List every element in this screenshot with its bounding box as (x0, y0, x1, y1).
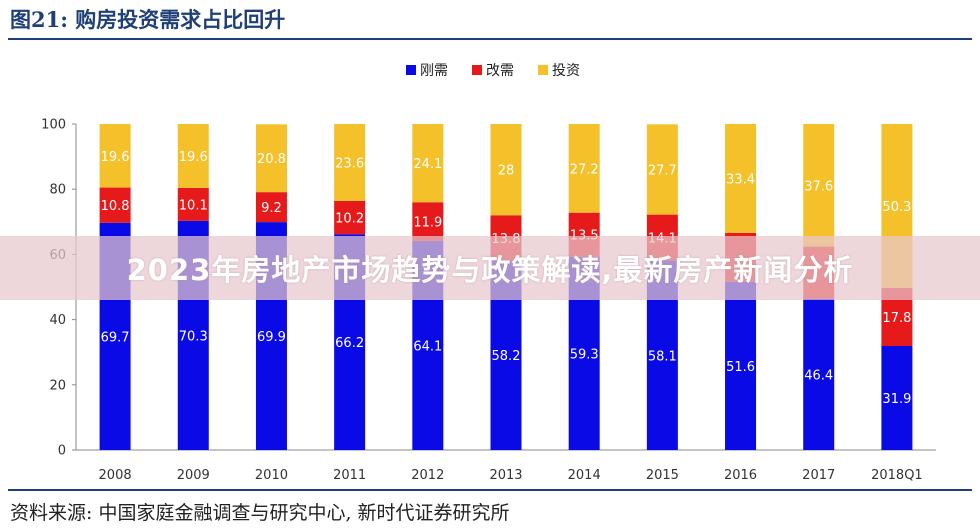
bar-segment-2018Q1-刚需 (881, 346, 913, 450)
x-tick-label: 2016 (724, 468, 757, 483)
bar-segment-2009-改需 (177, 187, 209, 221)
x-tick-label: 2010 (255, 468, 288, 483)
figure-header: 图21: 购房投资需求占比回升 (0, 0, 980, 40)
x-tick-label: 2017 (802, 468, 835, 483)
bar-segment-2010-投资 (255, 124, 287, 193)
data-label: 10.8 (101, 199, 130, 214)
data-label: 59.3 (570, 347, 599, 362)
data-label: 27.2 (570, 162, 599, 177)
bar-group-2018Q1: 31.9 17.8 50.3 (881, 124, 913, 450)
legend-swatch-刚需 (406, 65, 416, 75)
y-tick-label: 0 (58, 444, 66, 459)
x-tick-label: 2012 (411, 468, 444, 483)
data-label: 31.9 (882, 392, 911, 407)
y-tick-label: 100 (41, 118, 66, 133)
bar-segment-2015-投资 (646, 124, 678, 215)
data-label: 19.6 (179, 150, 208, 165)
data-label: 11.9 (413, 216, 442, 231)
x-tick-label: 2014 (568, 468, 601, 483)
data-label: 46.4 (804, 368, 833, 383)
legend: 刚需 改需 投资 (406, 63, 580, 79)
x-tick-label: 2015 (646, 468, 679, 483)
bar-segment-2012-投资 (412, 124, 444, 203)
data-label: 37.6 (804, 179, 833, 194)
data-label: 66.2 (335, 336, 364, 351)
source-note: 资料来源: 中国家庭金融调查与研究中心, 新时代证券研究所 (10, 502, 510, 524)
bar-segment-2017-投资 (803, 124, 835, 247)
data-label: 58.2 (492, 349, 521, 364)
data-label: 58.1 (648, 349, 677, 364)
data-label: 50.3 (882, 200, 911, 215)
y-tick-label: 20 (49, 378, 66, 393)
bar-segment-2014-投资 (568, 124, 600, 213)
data-label: 19.6 (101, 150, 130, 165)
data-label: 10.1 (179, 198, 208, 213)
bar-segment-2008-投资 (99, 124, 131, 188)
data-label: 28 (498, 164, 515, 179)
figure-title: 图21: 购房投资需求占比回升 (10, 7, 286, 32)
x-tick-label: 2009 (177, 468, 210, 483)
bar-segment-2013-投资 (490, 124, 522, 216)
legend-swatch-投资 (538, 65, 548, 75)
x-tick-label: 2018Q1 (871, 468, 923, 483)
x-tick-label: 2008 (99, 468, 132, 483)
data-label: 24.1 (413, 157, 442, 172)
bar-segment-2008-改需 (99, 187, 131, 223)
source-rule (8, 489, 972, 491)
bar-segment-2010-改需 (255, 192, 287, 223)
data-label: 20.8 (257, 152, 286, 167)
data-label: 70.3 (179, 329, 208, 344)
legend-label: 刚需 (420, 63, 448, 79)
title-rule (8, 38, 972, 40)
legend-label: 改需 (486, 63, 514, 79)
data-label: 10.2 (335, 212, 364, 227)
data-label: 51.6 (726, 360, 755, 375)
y-tick-label: 80 (49, 183, 66, 198)
x-tick-label: 2011 (333, 468, 366, 483)
legend-label: 投资 (552, 63, 580, 79)
data-label: 27.7 (648, 163, 677, 178)
bar-segment-2017-刚需 (803, 298, 835, 450)
data-label: 23.6 (335, 156, 364, 171)
bar-segment-2011-改需 (334, 200, 366, 235)
bar-segment-2016-刚需 (725, 281, 757, 450)
data-label: 69.9 (257, 330, 286, 345)
overlay-banner-text: 2023年房地产市场趋势与政策解读,最新房产新闻分析 (126, 253, 854, 287)
data-label: 9.2 (261, 201, 282, 216)
data-label: 69.7 (101, 330, 130, 345)
y-tick-label: 40 (49, 313, 66, 328)
x-tick-label: 2013 (489, 468, 522, 483)
data-label: 17.8 (882, 311, 911, 326)
bar-segment-2011-投资 (334, 124, 366, 201)
legend-swatch-改需 (472, 65, 482, 75)
data-label: 64.1 (413, 340, 442, 355)
overlay-banner: 2023年房地产市场趋势与政策解读,最新房产新闻分析 (0, 236, 980, 300)
bar-segment-2009-投资 (177, 124, 209, 188)
bar-segment-2016-投资 (725, 124, 757, 233)
bar-segment-2012-改需 (412, 202, 444, 242)
data-label: 33.4 (726, 172, 755, 187)
